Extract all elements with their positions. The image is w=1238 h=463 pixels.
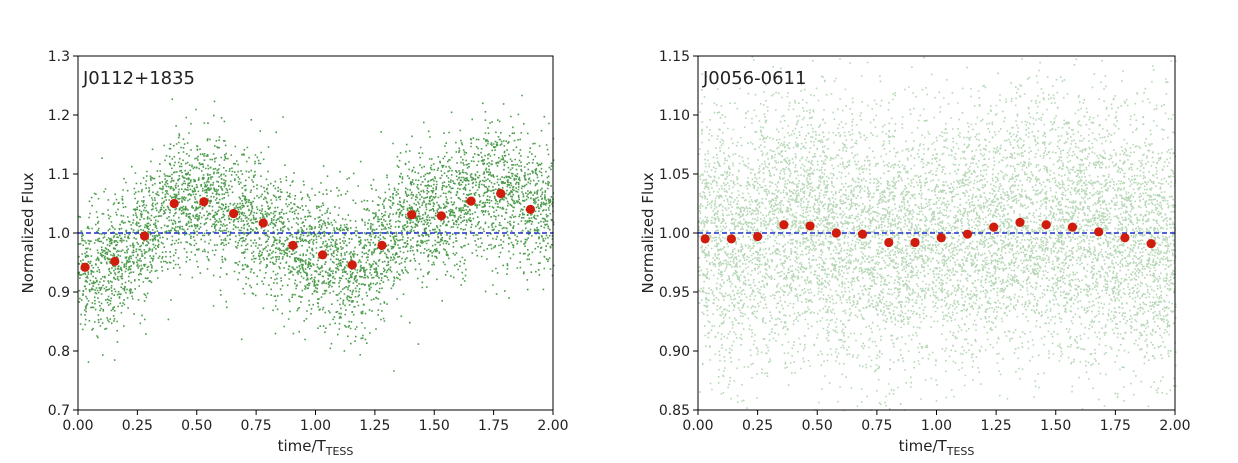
x-tick-label: 0.75 [861, 418, 892, 434]
binned-flux-point [377, 240, 387, 250]
binned-flux-point [407, 210, 417, 220]
binned-flux-point [436, 211, 446, 221]
y-tick-label: 1.15 [659, 49, 690, 65]
y-tick-label: 0.8 [48, 344, 70, 360]
raw-points-layer [78, 94, 555, 372]
binned-flux-point [831, 228, 841, 238]
binned-flux-point [1041, 220, 1051, 230]
x-tick-label: 0.50 [802, 418, 833, 434]
binned-flux-point [1146, 239, 1156, 249]
binned-flux-point [288, 240, 298, 250]
x-axis-label: time/TTESS [278, 437, 354, 458]
binned-flux-point [1094, 227, 1104, 237]
binned-points-layer [80, 188, 536, 272]
x-ticks: 0.00 0.25 0.50 0.75 1.00 1.25 1.50 1.75 2.00 [682, 410, 1191, 434]
x-tick-label: 1.50 [419, 418, 450, 434]
binned-flux-point [726, 234, 736, 244]
binned-flux-point [1067, 222, 1078, 232]
x-axis-label-main: time/T [899, 437, 948, 455]
y-tick-label: 0.95 [659, 285, 690, 301]
binned-flux-point [700, 234, 710, 244]
binned-flux-point [199, 197, 209, 207]
chart-title: J0112+1835 [82, 68, 195, 89]
chart-panel-2: 0.00 0.25 0.50 0.75 1.00 1.25 1.50 1.75 2.00 0.8… [639, 49, 1191, 458]
y-tick-label: 1.2 [48, 108, 70, 124]
x-tick-label: 1.50 [1040, 418, 1071, 434]
binned-flux-point [1120, 233, 1130, 243]
x-tick-label: 1.25 [981, 418, 1012, 434]
binned-flux-point [228, 208, 239, 219]
y-tick-label: 0.85 [659, 403, 690, 419]
binned-flux-point [936, 233, 946, 243]
binned-flux-point [962, 229, 973, 239]
raw-flux-points [698, 56, 1177, 412]
raw-flux-points [78, 94, 555, 372]
chart-panel-1: 0.00 0.25 0.50 0.75 1.00 1.25 1.50 1.75 2.00 0.7… [19, 49, 569, 458]
x-axis-label: time/TTESS [899, 437, 975, 458]
binned-flux-point [258, 218, 268, 228]
binned-flux-point [80, 262, 90, 272]
x-tick-label: 0.25 [122, 418, 153, 434]
binned-flux-point [139, 231, 150, 241]
x-ticks: 0.00 0.25 0.50 0.75 1.00 1.25 1.50 1.75 2.00 [62, 410, 569, 434]
binned-flux-point [857, 229, 868, 239]
binned-points-layer [700, 217, 1156, 249]
x-tick-label: 0.75 [241, 418, 272, 434]
x-axis-label-subscript: TESS [946, 445, 975, 458]
binned-flux-point [466, 196, 476, 206]
x-tick-label: 1.25 [359, 418, 390, 434]
x-tick-label: 1.75 [478, 418, 509, 434]
y-ticks: 0.7 0.8 0.9 1.0 1.1 1.2 1.3 [48, 49, 78, 419]
binned-flux-point [805, 221, 815, 231]
y-tick-label: 1.10 [659, 108, 690, 124]
binned-flux-point [989, 222, 999, 232]
x-tick-label: 0.00 [62, 418, 93, 434]
x-tick-label: 1.00 [921, 418, 952, 434]
y-tick-label: 0.9 [48, 285, 70, 301]
chart-title: J0056-0611 [702, 68, 806, 89]
x-axis-label-subscript: TESS [325, 445, 354, 458]
binned-flux-point [753, 231, 763, 242]
binned-flux-point [910, 237, 920, 248]
x-tick-label: 0.50 [181, 418, 212, 434]
binned-flux-point [318, 250, 328, 260]
y-tick-label: 1.0 [48, 226, 70, 242]
binned-flux-point [169, 198, 179, 209]
x-tick-label: 1.75 [1100, 418, 1131, 434]
x-tick-label: 0.00 [682, 418, 713, 434]
y-ticks: 0.85 0.90 0.95 1.00 1.05 1.10 1.15 [659, 49, 698, 419]
raw-points-layer [698, 56, 1177, 412]
y-tick-label: 1.3 [48, 49, 70, 65]
x-tick-label: 0.25 [742, 418, 773, 434]
binned-flux-point [525, 204, 536, 214]
binned-flux-point [1015, 217, 1025, 227]
binned-flux-point [347, 260, 357, 270]
x-tick-label: 2.00 [537, 418, 568, 434]
y-tick-label: 1.00 [659, 226, 690, 242]
x-tick-label: 1.00 [300, 418, 331, 434]
y-axis-label: Normalized Flux [19, 172, 37, 293]
binned-flux-point [110, 256, 120, 266]
binned-flux-point [496, 188, 506, 199]
y-tick-label: 1.05 [659, 167, 690, 183]
y-tick-label: 0.90 [659, 344, 690, 360]
binned-flux-point [884, 237, 894, 248]
y-axis-label: Normalized Flux [639, 172, 657, 293]
y-tick-label: 0.7 [48, 403, 70, 419]
y-tick-label: 1.1 [48, 167, 70, 183]
x-tick-label: 2.00 [1159, 418, 1190, 434]
x-axis-label-main: time/T [278, 437, 327, 455]
binned-flux-point [779, 220, 789, 230]
